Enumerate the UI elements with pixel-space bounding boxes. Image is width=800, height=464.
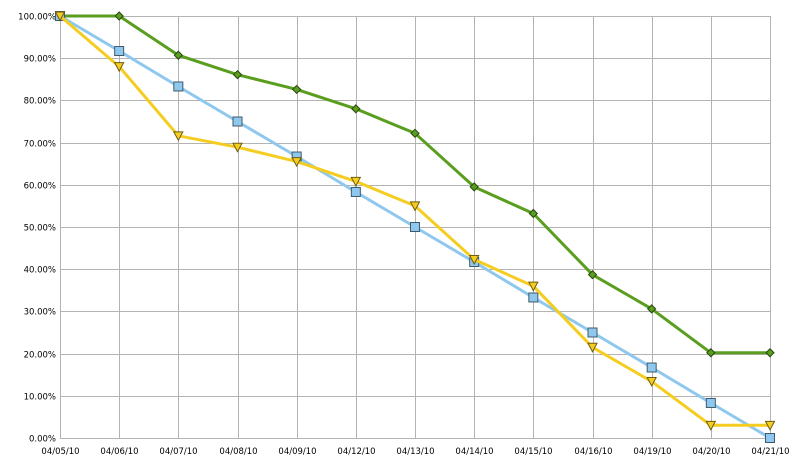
- series-3-point: [54, 11, 66, 22]
- y-tick-label: 80.00%: [24, 97, 56, 107]
- series-2-point: [705, 397, 716, 408]
- x-tick-label: 04/20/10: [692, 447, 730, 457]
- series-1-point: [587, 269, 598, 280]
- series-3-point: [232, 142, 243, 153]
- series-3-point: [705, 420, 717, 431]
- series-1-point: [351, 104, 361, 114]
- y-tick-labels: 0.00% 10.00% 20.00% 30.00% 40.00% 50.00% 60.00…: [18, 13, 56, 445]
- x-tick-label: 04/15/10: [514, 447, 552, 457]
- x-tick-label: 04/13/10: [396, 447, 434, 457]
- series-2-point: [173, 81, 184, 92]
- series-1: [55, 11, 775, 358]
- series-1-point: [706, 348, 716, 358]
- series-2-point: [528, 292, 539, 303]
- y-tick-label: 0.00%: [29, 435, 56, 445]
- x-tick-label: 04/21/10: [751, 447, 789, 457]
- series-2-point: [232, 116, 243, 127]
- series-3-point: [409, 201, 421, 212]
- series-2-point: [410, 222, 420, 232]
- x-tick-label: 04/06/10: [100, 447, 138, 457]
- x-tick-label: 04/12/10: [337, 447, 375, 457]
- y-tick-label: 10.00%: [24, 393, 56, 403]
- x-tick-label: 04/09/10: [278, 447, 316, 457]
- x-tick-label: 04/16/10: [574, 447, 612, 457]
- y-tick-label: 50.00%: [24, 224, 56, 234]
- series-1-point: [291, 84, 302, 95]
- x-tick-labels: 04/05/10 04/06/10 04/07/10 04/08/10 04/09/10…: [41, 447, 789, 457]
- y-tick-label: 60.00%: [24, 182, 56, 192]
- series-3-point: [764, 420, 776, 431]
- y-tick-label: 40.00%: [24, 266, 56, 276]
- series-3: [54, 11, 776, 431]
- x-tick-label: 04/14/10: [455, 447, 493, 457]
- series-1-point: [765, 348, 775, 358]
- x-tick-label: 04/07/10: [159, 447, 197, 457]
- x-tick-label: 04/08/10: [219, 447, 257, 457]
- series-layer: [54, 11, 776, 443]
- x-tick-label: 04/19/10: [633, 447, 671, 457]
- y-tick-label: 100.00%: [18, 13, 56, 23]
- series-2-point: [114, 46, 125, 57]
- series-3-point: [350, 176, 362, 187]
- series-3-point: [646, 376, 657, 388]
- series-1-point: [528, 208, 539, 219]
- y-tick-label: 90.00%: [24, 55, 56, 65]
- series-3-point: [468, 254, 480, 266]
- series-1-point: [646, 304, 657, 314]
- series-1-point: [173, 50, 184, 60]
- series-1-point: [469, 182, 479, 192]
- series-1-point: [410, 128, 420, 139]
- series-1-point: [232, 69, 243, 80]
- series-3-point: [291, 157, 302, 168]
- series-3-point: [528, 281, 539, 292]
- series-3-point: [173, 131, 184, 142]
- series-2-point: [587, 327, 598, 338]
- y-tick-label: 30.00%: [24, 308, 56, 318]
- series-2-point: [646, 362, 657, 373]
- series-2-point: [765, 433, 775, 443]
- y-tick-label: 70.00%: [24, 140, 56, 150]
- y-tick-label: 20.00%: [24, 351, 56, 361]
- series-3-point: [113, 62, 125, 73]
- series-1-point: [114, 11, 124, 21]
- series-2-point: [350, 186, 361, 197]
- x-tick-label: 04/05/10: [41, 447, 79, 457]
- series-3-point: [587, 342, 598, 353]
